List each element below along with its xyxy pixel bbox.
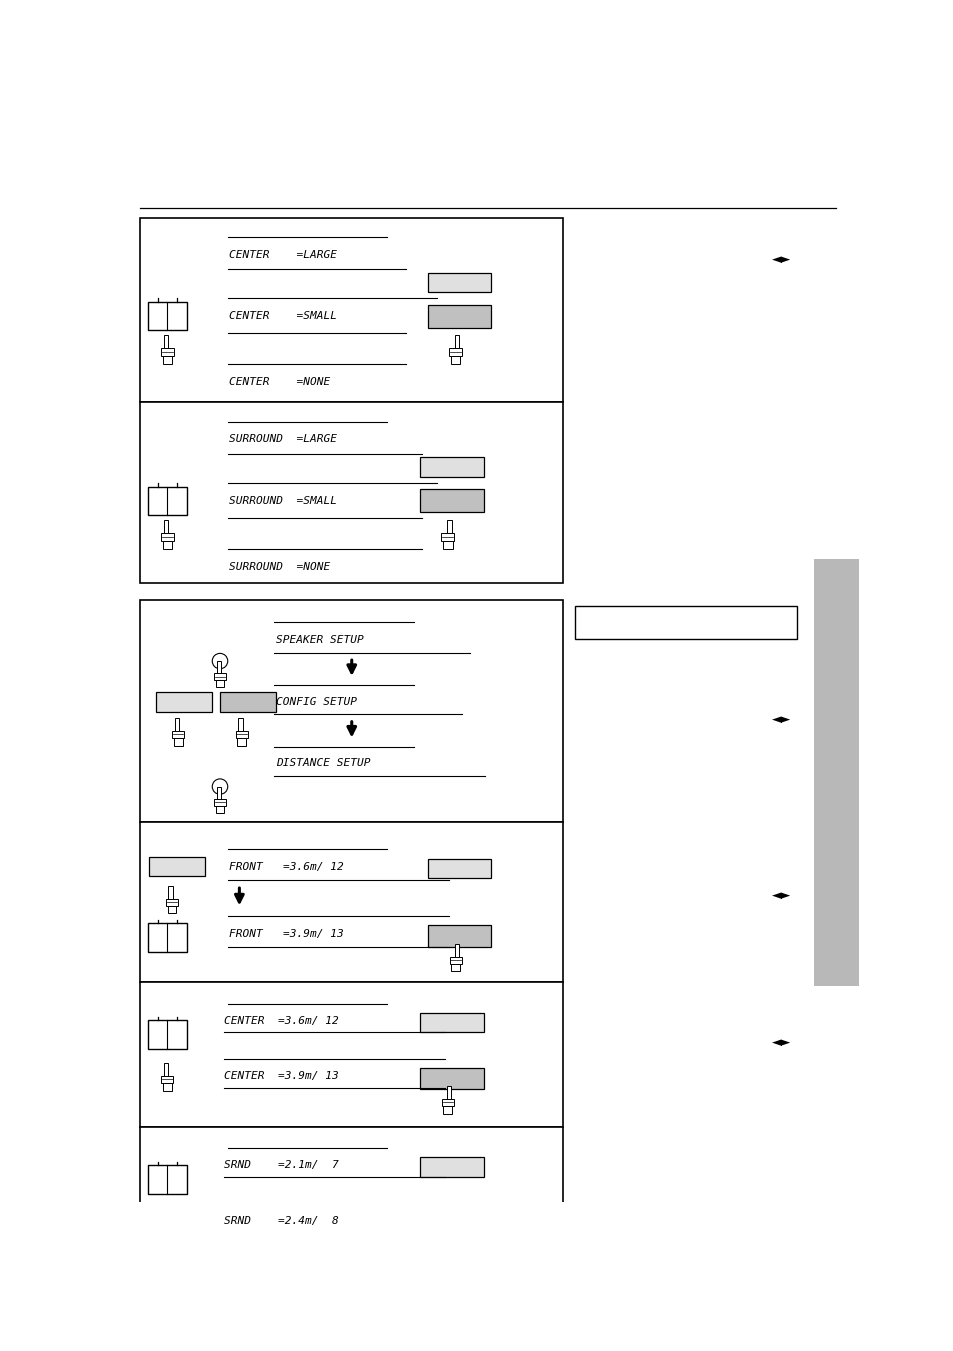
Bar bbox=[148, 486, 187, 515]
Bar bbox=[427, 859, 491, 878]
Bar bbox=[140, 403, 562, 584]
Bar bbox=[455, 335, 459, 349]
Text: DISTANCE SETUP: DISTANCE SETUP bbox=[275, 758, 370, 769]
Bar bbox=[419, 1158, 483, 1177]
Text: CENTER  =3.9m/ 13: CENTER =3.9m/ 13 bbox=[224, 1071, 338, 1081]
Bar bbox=[174, 719, 179, 731]
Bar bbox=[447, 1086, 451, 1100]
Text: CENTER  =3.6m/ 12: CENTER =3.6m/ 12 bbox=[224, 1016, 338, 1025]
Bar bbox=[140, 821, 562, 982]
Text: ◄►: ◄► bbox=[771, 1036, 791, 1048]
Bar bbox=[162, 540, 172, 549]
Bar bbox=[162, 357, 172, 363]
Text: CENTER    =NONE: CENTER =NONE bbox=[229, 377, 330, 388]
Text: SRND    =2.1m/  7: SRND =2.1m/ 7 bbox=[224, 1161, 338, 1170]
Bar bbox=[446, 520, 451, 534]
Bar bbox=[156, 692, 212, 712]
Text: FRONT   =3.6m/ 12: FRONT =3.6m/ 12 bbox=[229, 862, 344, 871]
Text: ◄►: ◄► bbox=[771, 713, 791, 725]
Bar bbox=[214, 798, 226, 805]
Bar bbox=[443, 540, 452, 549]
Text: SURROUND  =LARGE: SURROUND =LARGE bbox=[229, 434, 337, 444]
Text: CONFIG SETUP: CONFIG SETUP bbox=[275, 697, 356, 707]
Text: SURROUND  =NONE: SURROUND =NONE bbox=[229, 562, 330, 571]
Bar bbox=[166, 898, 178, 907]
Bar bbox=[419, 1013, 483, 1032]
Text: SPEAKER SETUP: SPEAKER SETUP bbox=[275, 635, 363, 646]
Bar bbox=[427, 925, 491, 947]
Bar bbox=[172, 731, 184, 739]
Text: CENTER    =LARGE: CENTER =LARGE bbox=[229, 250, 337, 259]
Bar bbox=[164, 1063, 168, 1077]
Bar bbox=[238, 719, 242, 731]
Bar bbox=[455, 944, 458, 957]
Bar bbox=[164, 1208, 168, 1221]
Bar bbox=[575, 607, 797, 639]
Bar bbox=[220, 692, 275, 712]
Bar bbox=[163, 1228, 172, 1235]
Bar bbox=[427, 304, 491, 328]
Bar bbox=[451, 357, 459, 363]
Bar bbox=[441, 1244, 454, 1251]
Bar bbox=[215, 805, 224, 813]
Bar bbox=[237, 739, 246, 746]
Text: SRND    =2.4m/  8: SRND =2.4m/ 8 bbox=[224, 1216, 338, 1225]
Bar bbox=[148, 301, 187, 331]
Text: SURROUND  =SMALL: SURROUND =SMALL bbox=[229, 496, 337, 505]
Text: CENTER    =SMALL: CENTER =SMALL bbox=[229, 311, 337, 322]
Bar bbox=[148, 923, 187, 951]
Text: ◄►: ◄► bbox=[771, 889, 791, 901]
Bar bbox=[216, 786, 221, 798]
Bar bbox=[443, 1251, 452, 1258]
Bar bbox=[148, 1020, 187, 1048]
Bar bbox=[447, 1231, 451, 1244]
Bar bbox=[215, 681, 224, 688]
Bar bbox=[419, 489, 483, 512]
Bar bbox=[163, 335, 168, 349]
Bar bbox=[441, 534, 454, 540]
Bar bbox=[169, 886, 172, 898]
Bar bbox=[441, 1100, 454, 1106]
Bar bbox=[161, 1221, 173, 1228]
Bar bbox=[419, 1067, 483, 1089]
Bar bbox=[148, 1165, 187, 1193]
Bar bbox=[163, 520, 168, 534]
Bar bbox=[173, 739, 182, 746]
Bar bbox=[161, 349, 173, 357]
Bar bbox=[214, 673, 226, 681]
Bar bbox=[216, 661, 221, 673]
Bar bbox=[419, 1212, 483, 1233]
Bar bbox=[449, 349, 461, 357]
Bar bbox=[163, 1084, 172, 1090]
Bar bbox=[235, 731, 248, 739]
Bar bbox=[161, 1077, 173, 1084]
Bar bbox=[161, 534, 173, 540]
Bar bbox=[149, 857, 204, 877]
Bar bbox=[449, 957, 461, 965]
Bar bbox=[419, 458, 483, 477]
Bar bbox=[140, 600, 562, 821]
Bar bbox=[427, 273, 491, 292]
Bar bbox=[814, 559, 858, 986]
Bar bbox=[140, 218, 562, 403]
Bar bbox=[443, 1106, 452, 1113]
Bar bbox=[140, 982, 562, 1127]
Bar bbox=[140, 1127, 562, 1271]
Bar bbox=[451, 965, 459, 971]
Text: ◄►: ◄► bbox=[771, 254, 791, 266]
Bar bbox=[168, 907, 176, 913]
Text: FRONT   =3.9m/ 13: FRONT =3.9m/ 13 bbox=[229, 928, 344, 939]
